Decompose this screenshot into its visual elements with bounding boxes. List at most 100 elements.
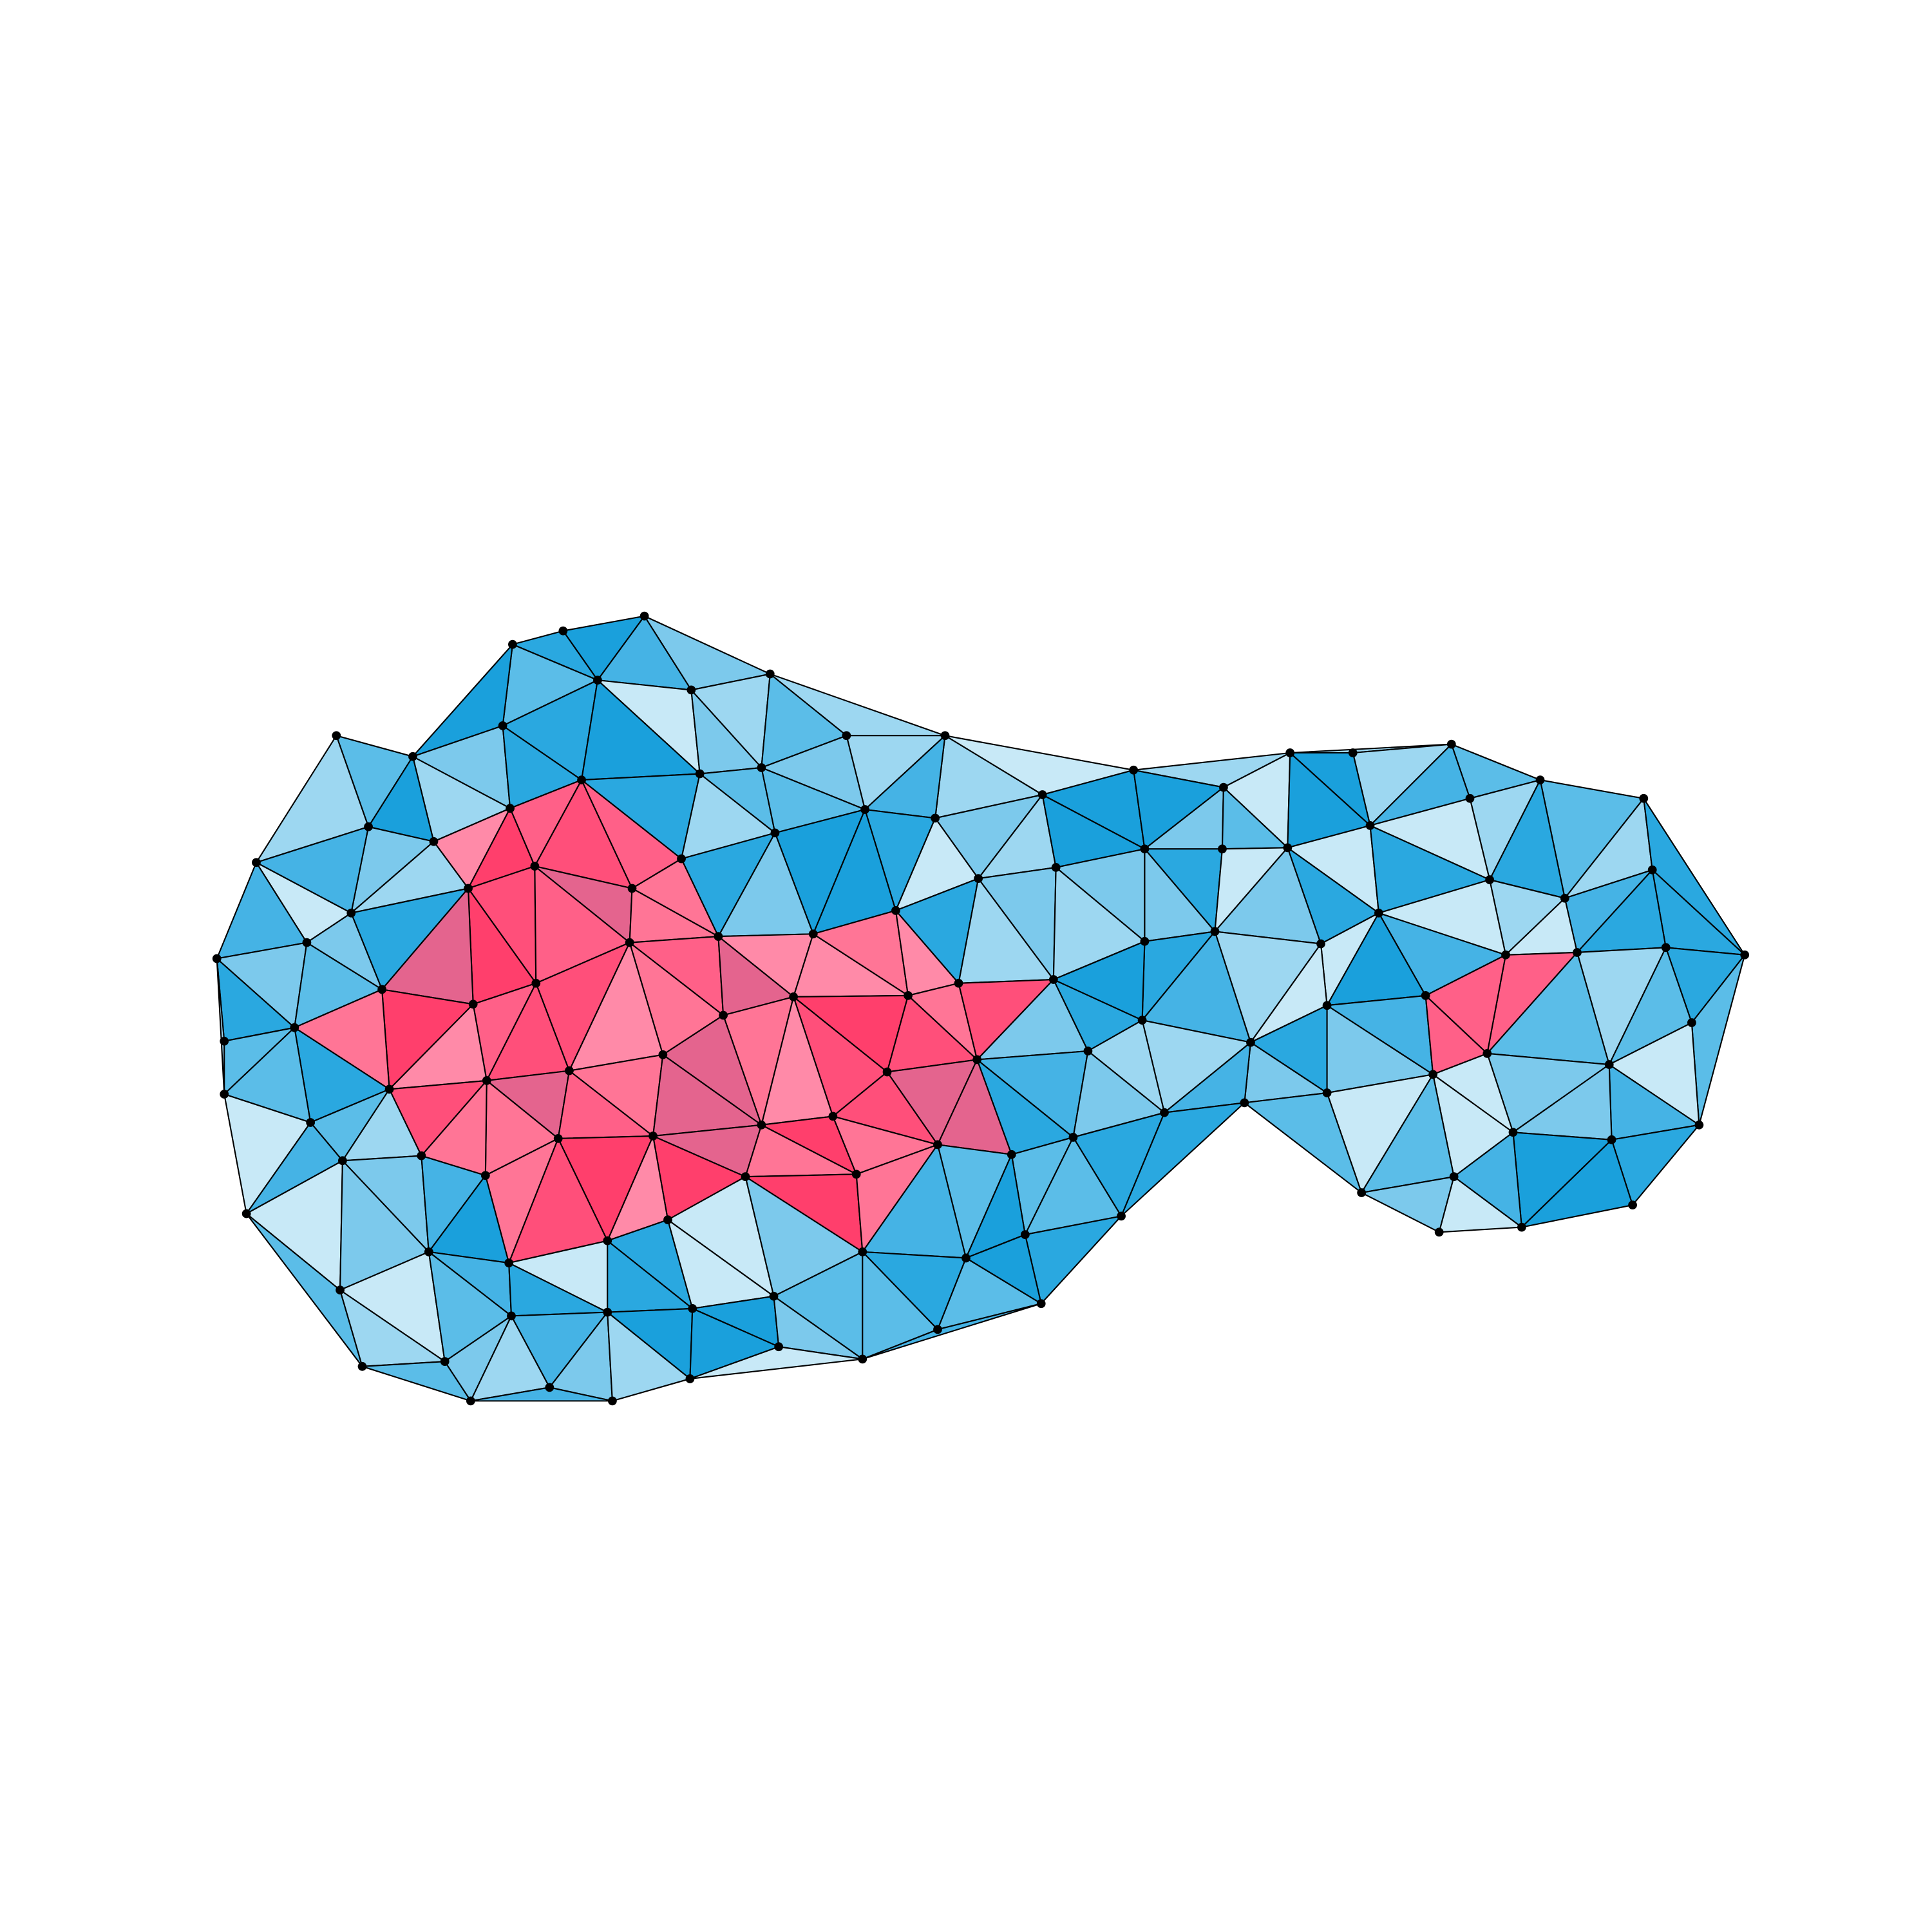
mesh-vertex xyxy=(1218,844,1227,854)
mesh-vertex xyxy=(220,1090,229,1099)
mesh-vertex xyxy=(504,1258,514,1267)
mesh-vertex xyxy=(302,938,312,947)
mesh-vertex xyxy=(408,752,417,761)
mesh-vertex xyxy=(882,1067,892,1077)
mesh-vertex xyxy=(891,906,900,915)
mesh-vertex xyxy=(931,813,940,823)
mesh-vertex xyxy=(770,828,780,838)
mesh-vertex xyxy=(1140,936,1150,946)
mesh-vertex xyxy=(332,731,341,741)
mesh-vertex xyxy=(464,884,473,893)
mesh-vertex xyxy=(1240,1098,1249,1108)
mesh-vertex xyxy=(1449,1172,1459,1182)
mesh-vertex xyxy=(1694,1120,1704,1130)
mesh-vertex xyxy=(480,1171,490,1180)
mesh-vertex xyxy=(593,676,602,685)
mesh-vertex xyxy=(1051,863,1061,872)
mesh-vertex xyxy=(545,1383,554,1392)
vertices xyxy=(212,611,1750,1406)
mesh-vertex xyxy=(1374,908,1383,918)
mesh-vertex xyxy=(789,992,799,1001)
mesh-vertex xyxy=(558,626,568,636)
mesh-vertex xyxy=(625,938,634,947)
mesh-vertex xyxy=(1285,748,1295,757)
mesh-vertex xyxy=(1560,893,1569,903)
mesh-vertex xyxy=(220,1036,229,1046)
mesh-triangle xyxy=(361,1361,471,1402)
mesh-vertex xyxy=(440,1357,450,1367)
mesh-vertex xyxy=(714,932,723,941)
mesh-vertex xyxy=(306,1118,316,1127)
mesh-vertex xyxy=(1421,991,1430,1000)
mesh-vertex xyxy=(212,954,222,963)
mesh-vertex xyxy=(663,1215,672,1225)
mesh-vertex xyxy=(1083,1046,1093,1056)
mesh-vertex xyxy=(933,1140,942,1150)
mesh-vertex xyxy=(1322,1001,1332,1010)
mesh-vertex xyxy=(1687,1018,1696,1027)
mesh-vertex xyxy=(1573,948,1582,957)
mesh-vertex xyxy=(346,908,356,918)
mesh-vertex xyxy=(685,1374,695,1383)
mesh-vertex xyxy=(1647,865,1657,875)
triangles xyxy=(216,615,1746,1402)
mesh-vertex xyxy=(482,1076,491,1085)
mesh-vertex xyxy=(1348,748,1358,757)
mesh-vertex xyxy=(1517,1222,1526,1232)
mesh-vertex xyxy=(1628,1200,1637,1210)
mesh-vertex xyxy=(658,1050,668,1059)
mesh-vertex xyxy=(842,731,851,741)
mesh-vertex xyxy=(1137,1016,1147,1025)
mesh-vertex xyxy=(757,1120,766,1130)
mesh-vertex xyxy=(1140,844,1150,854)
mesh-vertex xyxy=(627,884,637,893)
mesh-triangle xyxy=(1520,1139,1634,1228)
mesh-vertex xyxy=(577,775,586,784)
mesh-vertex xyxy=(530,862,540,871)
mesh-vertex xyxy=(1357,1188,1367,1197)
mesh-vertex xyxy=(695,769,705,779)
mesh-vertex xyxy=(1283,843,1293,853)
mesh-vertex xyxy=(1160,1108,1169,1117)
mesh-vertex xyxy=(553,1133,563,1143)
mesh-vertex xyxy=(940,731,950,741)
mesh-vertex xyxy=(677,854,686,864)
mesh-vertex xyxy=(242,1209,251,1218)
mesh-vertex xyxy=(808,929,818,939)
mesh-vertex xyxy=(565,1066,574,1075)
mesh-vertex xyxy=(974,874,983,884)
mesh-vertex xyxy=(1639,793,1649,803)
mesh-vertex xyxy=(1020,1230,1030,1239)
mesh-vertex xyxy=(1048,975,1058,984)
mesh-vertex xyxy=(468,999,478,1009)
mesh-triangle xyxy=(1438,1176,1522,1233)
mesh-vertex xyxy=(639,611,649,621)
mesh-triangle xyxy=(607,1311,691,1402)
mesh-vertex xyxy=(954,978,963,988)
mesh-vertex xyxy=(1246,1037,1255,1047)
mesh-vertex xyxy=(858,1354,867,1364)
mesh-vertex xyxy=(757,763,766,772)
mesh-vertex xyxy=(417,1151,426,1160)
mesh-vertex xyxy=(1482,1048,1492,1058)
mesh-vertex xyxy=(774,1342,784,1352)
mesh-vertex xyxy=(719,1010,728,1020)
mesh-vertex xyxy=(1661,943,1671,952)
mesh-vertex xyxy=(1740,950,1750,960)
mesh-vertex xyxy=(1508,1128,1518,1137)
mesh-vertex xyxy=(364,822,373,831)
mesh-triangle xyxy=(1244,1092,1363,1194)
mesh-vertex xyxy=(1434,1227,1444,1237)
mesh-vertex xyxy=(466,1396,475,1406)
mesh-vertex xyxy=(1036,1299,1046,1309)
mesh-vertex xyxy=(608,1396,617,1406)
mesh-vertex xyxy=(338,1156,347,1166)
mesh-vertex xyxy=(972,1055,982,1065)
mesh-vertex xyxy=(1068,1133,1078,1142)
mesh-vertex xyxy=(769,1291,779,1301)
mesh-vertex xyxy=(649,1132,658,1141)
mesh-vertex xyxy=(424,1247,433,1256)
mesh-vertex xyxy=(508,639,517,649)
mesh-vertex xyxy=(1117,1211,1126,1221)
mesh-triangle xyxy=(862,1251,939,1360)
